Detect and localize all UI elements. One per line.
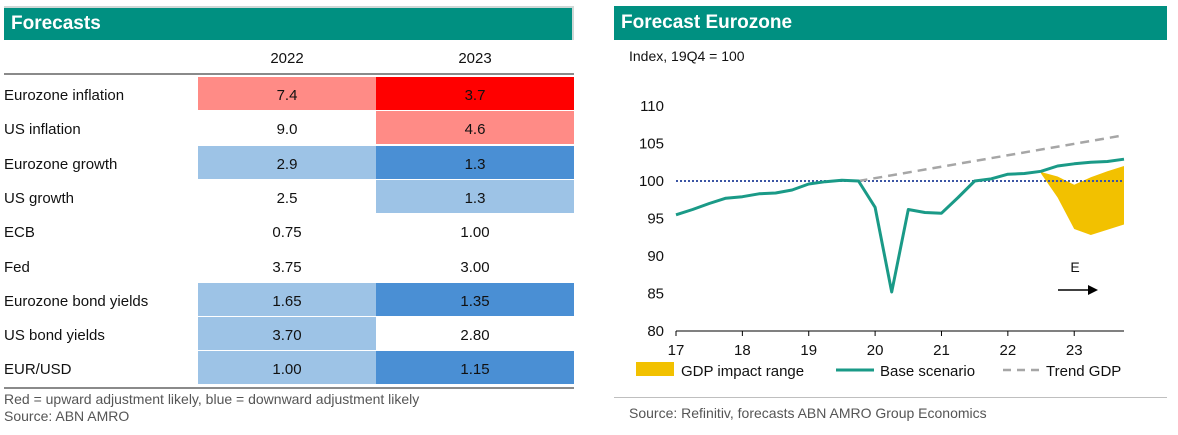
cell-2023: 1.35 <box>376 282 574 316</box>
forecasts-title: Forecasts <box>4 6 574 40</box>
forecast-arrow-head <box>1088 285 1098 295</box>
table-row: US growth 2.5 1.3 <box>4 179 574 213</box>
x-tick-label: 21 <box>933 342 950 359</box>
cell-2023: 3.7 <box>376 77 574 110</box>
cell-2022: 0.75 <box>272 224 302 242</box>
row-label: ECB <box>4 224 35 242</box>
table-row: US inflation 9.0 4.6 <box>4 111 574 145</box>
x-tick-label: 18 <box>734 342 751 359</box>
forecasts-panel: Forecasts 2022 2023 Eurozone inflation 7.… <box>4 6 574 435</box>
row-label: US growth <box>4 189 75 207</box>
table-row: US bond yields 3.70 2.80 <box>4 317 574 351</box>
cell-2023: 1.3 <box>376 145 574 179</box>
table-row: ECB 0.75 1.00 <box>4 214 574 247</box>
x-tick-label: 17 <box>668 342 685 359</box>
legend-label-trend-gdp: Trend GDP <box>1046 363 1121 380</box>
eurozone-chart-panel: Forecast Eurozone Index, 19Q4 = 100 80 85… <box>614 6 1167 435</box>
y-tick-label: 90 <box>647 248 664 265</box>
y-tick-label: 80 <box>647 323 664 340</box>
table-row: EUR/USD 1.00 1.15 <box>4 351 574 385</box>
y-tick-label: 105 <box>639 136 664 153</box>
row-label: EUR/USD <box>4 361 72 379</box>
cell-2022: 1.00 <box>198 351 376 385</box>
row-label: Eurozone inflation <box>4 87 125 104</box>
legend-label-gdp-impact-range: GDP impact range <box>681 363 804 380</box>
chart-title: Forecast Eurozone <box>614 6 1167 40</box>
column-header-2023: 2023 <box>458 50 492 67</box>
table-source: Source: ABN AMRO <box>4 408 130 424</box>
cell-2023: 1.15 <box>376 351 574 385</box>
x-tick-label: 23 <box>1066 342 1083 359</box>
cell-2023: 4.6 <box>376 111 574 145</box>
row-label: Fed <box>4 258 30 276</box>
cell-2023: 3.00 <box>460 258 490 276</box>
cell-2022: 2.9 <box>198 145 376 179</box>
y-tick-label: 85 <box>647 286 664 303</box>
row-label: Eurozone growth <box>4 155 118 173</box>
table-row: Fed 3.75 3.00 <box>4 249 574 282</box>
table-bottom-rule <box>4 387 574 389</box>
cell-2022: 3.70 <box>198 317 376 351</box>
cell-2022: 7.4 <box>198 77 376 110</box>
source-rule <box>614 397 1167 398</box>
eurozone-line-chart: 80 85 90 95 100 105 110 17 18 19 20 21 22 23 E GDP impa… <box>636 98 1125 380</box>
table-top-rule <box>4 73 574 75</box>
cell-2022: 3.75 <box>272 258 302 276</box>
color-legend-note: Red = upward adjustment likely, blue = d… <box>4 391 420 407</box>
y-tick-label: 110 <box>640 98 664 115</box>
table-row: Eurozone growth 2.9 1.3 <box>4 145 574 179</box>
row-label: Eurozone bond yields <box>4 292 149 310</box>
x-tick-label: 19 <box>800 342 817 359</box>
gdp-impact-range-area <box>1041 166 1124 235</box>
cell-2023: 2.80 <box>460 327 490 345</box>
cell-2022: 2.5 <box>276 189 298 207</box>
cell-2023: 1.3 <box>376 179 574 213</box>
x-tick-label: 20 <box>867 342 884 359</box>
column-header-2022: 2022 <box>270 50 304 67</box>
table-row: Eurozone inflation 7.4 3.7 <box>4 77 574 110</box>
x-tick-label: 22 <box>1000 342 1017 359</box>
chart-source: Source: Refinitiv, forecasts ABN AMRO Gr… <box>629 405 987 421</box>
y-tick-label: 95 <box>647 211 664 228</box>
cell-2023: 1.00 <box>460 224 490 242</box>
table-row: Eurozone bond yields 1.65 1.35 <box>4 282 574 316</box>
y-tick-label: 100 <box>639 173 664 190</box>
cell-2022: 1.65 <box>198 282 376 316</box>
base-scenario-line <box>675 157 1125 294</box>
forecast-marker-label: E <box>1070 259 1079 275</box>
legend-label-base-scenario: Base scenario <box>880 363 975 380</box>
row-label: US bond yields <box>4 327 105 345</box>
chart-subtitle: Index, 19Q4 = 100 <box>629 48 745 64</box>
legend-swatch-gdp-impact-range <box>636 362 674 376</box>
cell-2022: 9.0 <box>276 121 298 139</box>
row-label: US inflation <box>4 121 81 139</box>
trend-gdp-line <box>858 134 1125 183</box>
